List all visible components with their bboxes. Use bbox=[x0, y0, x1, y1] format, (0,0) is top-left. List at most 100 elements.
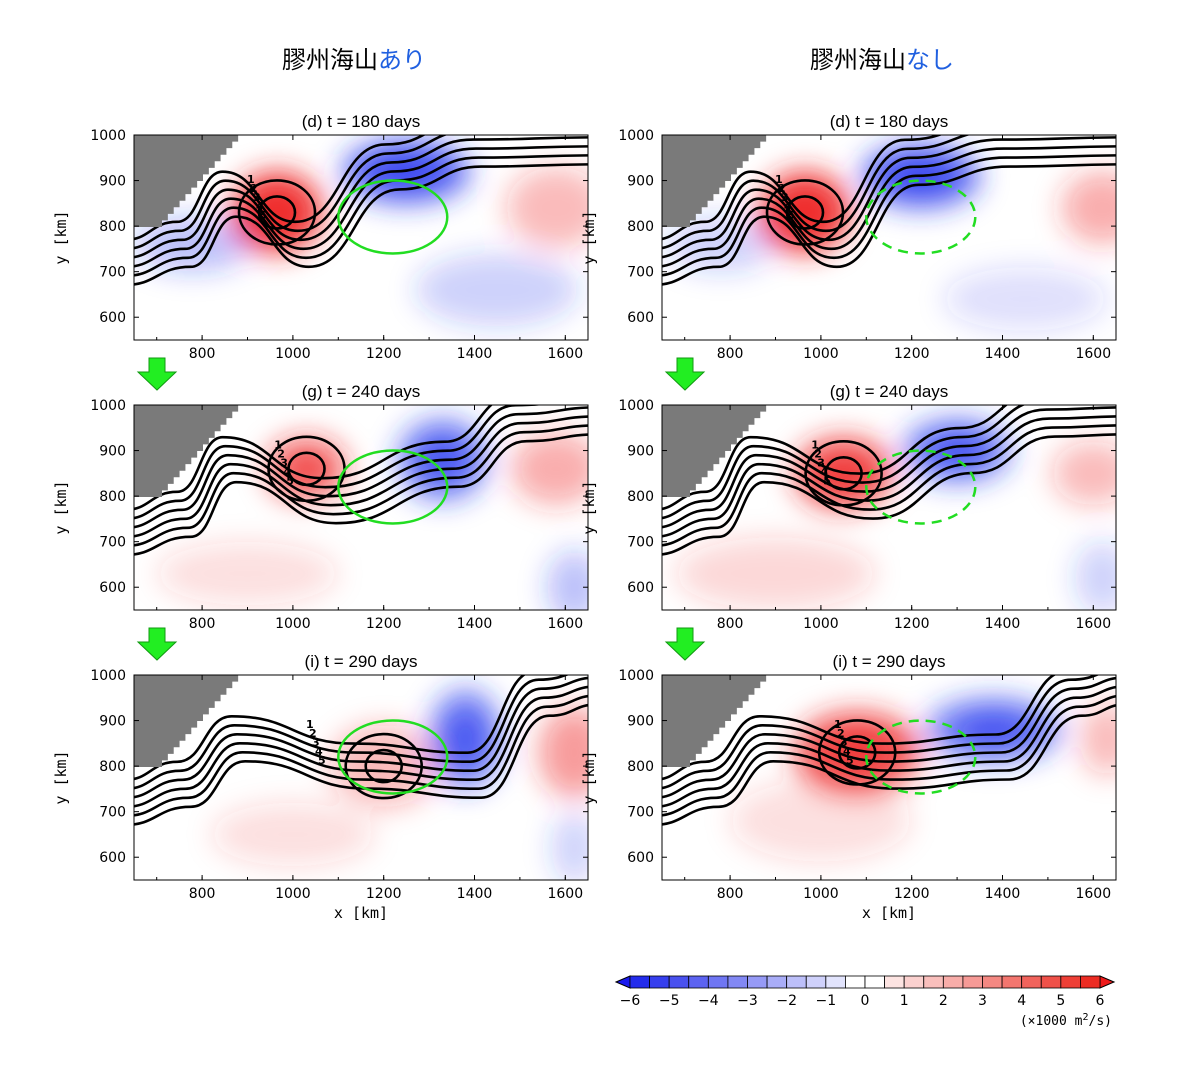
y-tick-label: 800 bbox=[627, 219, 654, 235]
colorbar-segment bbox=[825, 975, 846, 989]
y-tick-label: 800 bbox=[627, 489, 654, 505]
plot-frame bbox=[661, 404, 1117, 611]
contour-line bbox=[134, 135, 426, 241]
colorbar-segment bbox=[649, 975, 670, 989]
y-axis-label: y [km] bbox=[580, 210, 598, 264]
colorbar-segment bbox=[1080, 975, 1101, 989]
down-arrow-icon bbox=[664, 627, 706, 661]
contour-label: 5 bbox=[846, 754, 854, 767]
y-tick-label: 900 bbox=[99, 174, 126, 190]
contour-line bbox=[662, 405, 1026, 520]
eddy-inner-contour bbox=[364, 748, 404, 784]
y-tick-label: 1000 bbox=[618, 668, 654, 684]
colorbar-tick-label: −2 bbox=[776, 993, 797, 1009]
x-tick-label: 1000 bbox=[275, 616, 311, 632]
x-tick-label: 800 bbox=[717, 886, 744, 902]
contour-line bbox=[134, 675, 570, 790]
unit-suffix: /s) bbox=[1089, 1014, 1112, 1029]
colorbar-tick-label: 4 bbox=[1017, 993, 1026, 1009]
contour-label: 4 bbox=[784, 200, 792, 213]
y-tick-label: 1000 bbox=[90, 668, 126, 684]
shading-blobs bbox=[730, 697, 1116, 862]
x-tick-label: 1600 bbox=[1075, 886, 1111, 902]
eddy-contour bbox=[344, 732, 424, 800]
y-tick-label: 700 bbox=[99, 805, 126, 821]
eddy-inner-contour bbox=[785, 195, 825, 230]
y-axis-label: y [km] bbox=[580, 480, 598, 534]
land-mask bbox=[134, 405, 244, 497]
colorbar-segment bbox=[688, 975, 709, 989]
contour-label: 3 bbox=[781, 191, 789, 204]
contour-line bbox=[134, 424, 588, 547]
y-tick-label: 1000 bbox=[618, 398, 654, 414]
column-title-text: 膠州海山 bbox=[810, 46, 906, 74]
contour-label: 3 bbox=[280, 457, 288, 470]
y-tick-label: 1000 bbox=[90, 128, 126, 144]
eddy-contour bbox=[817, 719, 897, 786]
colorbar-tick-label: −6 bbox=[620, 993, 641, 1009]
contour-label: 2 bbox=[814, 448, 822, 461]
y-tick-label: 800 bbox=[99, 489, 126, 505]
x-tick-label: 1200 bbox=[366, 346, 402, 362]
contour-line bbox=[134, 676, 588, 799]
y-tick-label: 700 bbox=[627, 805, 654, 821]
colorbar-segment bbox=[1060, 975, 1081, 989]
colorbar-segment bbox=[942, 975, 964, 989]
contour-line bbox=[662, 704, 1116, 826]
x-tick-label: 1400 bbox=[457, 346, 493, 362]
contour-line bbox=[662, 675, 1100, 790]
down-arrow-icon bbox=[664, 357, 706, 391]
contour-label: 1 bbox=[775, 173, 783, 186]
x-tick-label: 1600 bbox=[1075, 346, 1111, 362]
y-axis-label: y [km] bbox=[52, 480, 70, 534]
colorbar-segment bbox=[1040, 975, 1062, 989]
contour-lines bbox=[134, 675, 588, 826]
y-tick-label: 600 bbox=[99, 850, 126, 866]
contour-label: 2 bbox=[778, 182, 786, 195]
column-title-text: 膠州海山 bbox=[282, 46, 378, 74]
x-tick-label: 1400 bbox=[985, 616, 1021, 632]
contour-label: 5 bbox=[823, 475, 831, 488]
contour-label: 3 bbox=[840, 736, 848, 749]
negative-anomaly bbox=[547, 550, 588, 610]
colorbar-tick-label: 0 bbox=[861, 993, 870, 1009]
eddy-contour bbox=[804, 440, 883, 507]
seamount-outline bbox=[337, 179, 449, 255]
y-tick-label: 600 bbox=[627, 580, 654, 596]
contour-label: 5 bbox=[286, 475, 294, 488]
colorbar-tick-label: 3 bbox=[978, 993, 987, 1009]
contour-label: 1 bbox=[811, 439, 819, 452]
contour-label: 2 bbox=[250, 182, 258, 195]
y-tick-label: 800 bbox=[627, 759, 654, 775]
colorbar-unit: (×1000 m2/s) bbox=[1020, 1012, 1112, 1029]
contour-line bbox=[134, 685, 588, 808]
plot-frame bbox=[661, 674, 1117, 881]
colorbar-segment bbox=[629, 975, 650, 989]
positive-anomaly bbox=[538, 706, 588, 798]
colorbar-segment bbox=[1021, 975, 1042, 989]
panel-title: (g) t = 240 days bbox=[830, 382, 949, 401]
panel-title: (d) t = 180 days bbox=[830, 112, 949, 131]
negative-anomaly bbox=[134, 217, 253, 272]
colorbar-tick-label: 2 bbox=[939, 993, 948, 1009]
seamount-outline bbox=[865, 719, 977, 795]
eddy-inner-contour bbox=[837, 735, 877, 770]
contour-label: 5 bbox=[259, 209, 267, 222]
y-axis-label: y [km] bbox=[52, 210, 70, 264]
negative-anomaly bbox=[415, 253, 579, 327]
contour-line bbox=[134, 433, 588, 556]
contour-line bbox=[662, 433, 1116, 556]
contour-label: 4 bbox=[283, 466, 291, 479]
contour-label: 4 bbox=[843, 745, 851, 758]
positive-anomaly bbox=[1079, 702, 1116, 776]
seamount-outline bbox=[865, 449, 977, 525]
colorbar-min-arrow bbox=[614, 975, 631, 989]
contour-label: 1 bbox=[306, 718, 314, 731]
contour-line bbox=[662, 685, 1116, 808]
contour-line bbox=[662, 424, 1116, 547]
contour-line bbox=[662, 406, 1116, 529]
colorbar-tick-label: −4 bbox=[698, 993, 719, 1009]
contour-line bbox=[662, 145, 1116, 268]
